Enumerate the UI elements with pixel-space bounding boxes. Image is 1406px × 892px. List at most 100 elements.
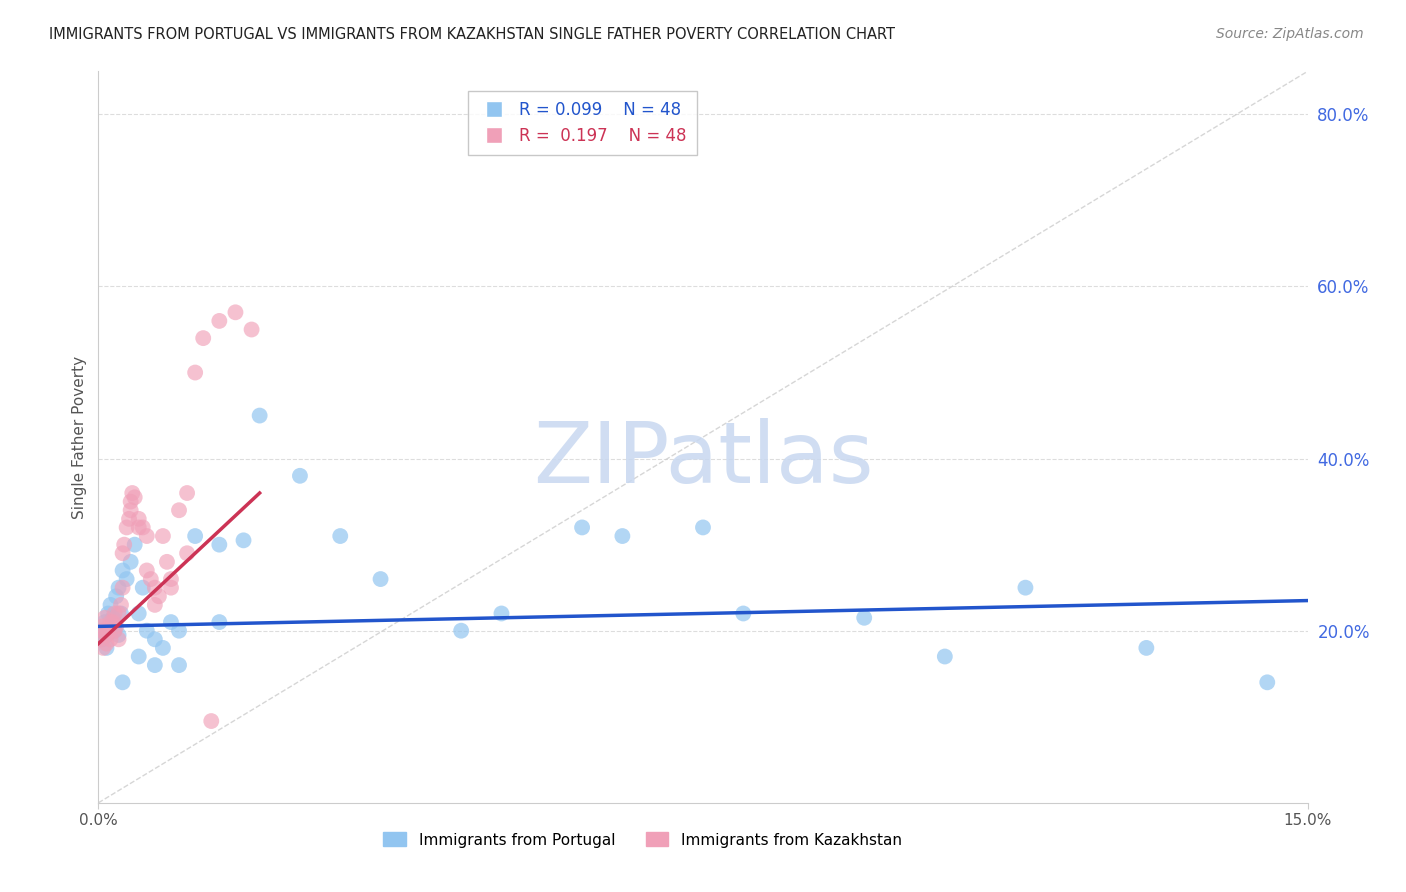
Point bbox=[128, 512, 150, 526]
Text: IMMIGRANTS FROM PORTUGAL VS IMMIGRANTS FROM KAZAKHSTAN SINGLE FATHER POVERTY COR: IMMIGRANTS FROM PORTUGAL VS IMMIGRANTS F… bbox=[49, 27, 896, 42]
Point bbox=[934, 649, 956, 664]
Point bbox=[156, 555, 179, 569]
Point bbox=[193, 331, 215, 345]
Point bbox=[450, 624, 472, 638]
Point bbox=[120, 555, 142, 569]
Point bbox=[120, 503, 142, 517]
Point bbox=[107, 628, 129, 642]
Point bbox=[288, 468, 311, 483]
Point bbox=[143, 658, 166, 673]
Point bbox=[128, 649, 150, 664]
Point bbox=[1014, 581, 1036, 595]
Point bbox=[124, 538, 146, 552]
Point bbox=[107, 607, 129, 621]
Point bbox=[120, 494, 142, 508]
Point bbox=[97, 624, 120, 638]
Point bbox=[160, 615, 183, 629]
Point bbox=[132, 520, 155, 534]
Point bbox=[167, 503, 190, 517]
Point bbox=[132, 581, 155, 595]
Point bbox=[232, 533, 254, 548]
Point bbox=[103, 607, 125, 621]
Point bbox=[115, 572, 138, 586]
Point bbox=[571, 520, 593, 534]
Point bbox=[111, 546, 134, 560]
Point bbox=[329, 529, 352, 543]
Point bbox=[100, 598, 122, 612]
Point bbox=[176, 486, 198, 500]
Point bbox=[128, 607, 150, 621]
Point bbox=[90, 624, 112, 638]
Point bbox=[121, 486, 143, 500]
Point bbox=[96, 628, 118, 642]
Point bbox=[224, 305, 246, 319]
Point bbox=[208, 538, 231, 552]
Point bbox=[105, 619, 128, 633]
Point bbox=[167, 658, 190, 673]
Text: ZIPatlas: ZIPatlas bbox=[533, 417, 873, 500]
Point bbox=[176, 546, 198, 560]
Point bbox=[100, 615, 122, 629]
Point bbox=[167, 624, 190, 638]
Point bbox=[115, 520, 138, 534]
Legend: Immigrants from Portugal, Immigrants from Kazakhstan: Immigrants from Portugal, Immigrants fro… bbox=[377, 826, 908, 854]
Point bbox=[1135, 640, 1157, 655]
Point bbox=[97, 607, 120, 621]
Point bbox=[160, 572, 183, 586]
Point bbox=[112, 538, 135, 552]
Point bbox=[152, 529, 174, 543]
Point bbox=[184, 529, 207, 543]
Point bbox=[135, 564, 157, 578]
Point bbox=[208, 314, 231, 328]
Point bbox=[491, 607, 513, 621]
Point bbox=[208, 615, 231, 629]
Point bbox=[103, 624, 125, 638]
Point bbox=[91, 632, 114, 647]
Point bbox=[105, 589, 128, 603]
Point bbox=[91, 619, 114, 633]
Point bbox=[240, 322, 263, 336]
Point bbox=[853, 611, 876, 625]
Point bbox=[103, 624, 125, 638]
Point bbox=[184, 366, 207, 380]
Point bbox=[89, 632, 111, 647]
Y-axis label: Single Father Poverty: Single Father Poverty bbox=[72, 356, 87, 518]
Point bbox=[692, 520, 714, 534]
Point bbox=[160, 581, 183, 595]
Point bbox=[110, 598, 132, 612]
Text: Source: ZipAtlas.com: Source: ZipAtlas.com bbox=[1216, 27, 1364, 41]
Point bbox=[152, 640, 174, 655]
Point bbox=[96, 637, 118, 651]
Point bbox=[96, 628, 118, 642]
Point bbox=[111, 581, 134, 595]
Point bbox=[124, 491, 146, 505]
Point bbox=[96, 640, 118, 655]
Point bbox=[91, 640, 114, 655]
Point bbox=[148, 589, 170, 603]
Point bbox=[143, 632, 166, 647]
Point bbox=[111, 675, 134, 690]
Point bbox=[143, 598, 166, 612]
Point bbox=[135, 529, 157, 543]
Point bbox=[118, 512, 141, 526]
Point bbox=[100, 632, 122, 647]
Point bbox=[107, 632, 129, 647]
Point bbox=[612, 529, 634, 543]
Point bbox=[100, 624, 122, 638]
Point bbox=[91, 624, 114, 638]
Point bbox=[107, 581, 129, 595]
Point bbox=[733, 607, 755, 621]
Point bbox=[101, 615, 124, 629]
Point bbox=[110, 607, 132, 621]
Point bbox=[143, 581, 166, 595]
Point bbox=[139, 572, 162, 586]
Point bbox=[111, 564, 134, 578]
Point bbox=[94, 615, 117, 629]
Point bbox=[135, 624, 157, 638]
Point bbox=[200, 714, 222, 728]
Point bbox=[1256, 675, 1278, 690]
Point bbox=[370, 572, 392, 586]
Point bbox=[94, 611, 117, 625]
Point bbox=[128, 520, 150, 534]
Point bbox=[101, 611, 124, 625]
